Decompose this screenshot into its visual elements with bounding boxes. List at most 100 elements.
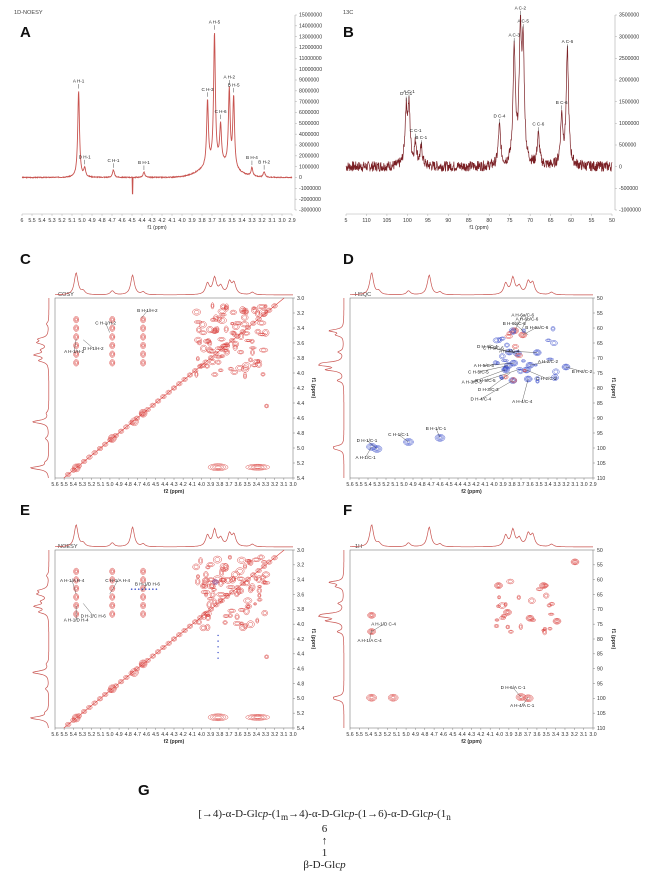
x-tick-label: 5.1 — [97, 482, 104, 488]
row-contour — [210, 714, 227, 721]
cross-peak-contour — [249, 338, 255, 344]
cross-peak-contour — [494, 618, 500, 622]
panel-b-spectrum: 3500000 3000000 2500000 2000000 1500000 10000… — [345, 5, 641, 231]
annotation-leader — [471, 369, 506, 383]
cross-peak-contour — [250, 584, 255, 590]
x-tick-label: 4.6 — [143, 482, 150, 488]
cross-peak-contour — [256, 587, 262, 594]
diagonal-contour — [103, 692, 108, 697]
diagonal-contour — [118, 428, 125, 434]
diagonal-contour — [118, 679, 125, 685]
row-contour — [207, 713, 229, 722]
cross-peak-contour — [232, 370, 237, 374]
y-tick-label: 100 — [597, 446, 606, 452]
cross-peak-contour — [255, 311, 260, 316]
cross-peak-contour — [223, 325, 229, 333]
diagonal-contour — [149, 402, 156, 408]
diagonal-contour — [271, 303, 278, 309]
cross-peak-label: B H-6b/C-6 — [503, 321, 526, 326]
x-tick-label: 85 — [466, 218, 472, 224]
x-tick-label: 4.2 — [158, 218, 165, 224]
diagonal-contour — [66, 472, 71, 476]
cross-peak-contour — [242, 563, 248, 570]
residue-d-pyranose: p — [427, 808, 434, 820]
diagonal-contour — [109, 435, 115, 441]
diagonal-contour — [108, 685, 116, 693]
x-tick-label: 4.1 — [487, 732, 494, 738]
cross-peak-contour — [494, 582, 503, 589]
y-tick-label: 55 — [597, 563, 603, 569]
cross-peak-label: C H-2/C-2 — [536, 376, 557, 381]
y-tick-label: 3000000 — [619, 34, 639, 40]
diagonal-contour — [82, 710, 87, 714]
cross-peak-contour — [506, 364, 510, 367]
cross-peak-label: B H-5/C-5 — [475, 378, 496, 383]
cross-peak-contour — [497, 595, 501, 600]
peak-label: D C-4 — [493, 113, 505, 118]
left-projection — [29, 298, 50, 479]
x-tick-label: 4.0 — [198, 732, 205, 738]
cross-peak-contour — [403, 438, 414, 446]
diagonal-contour — [103, 442, 108, 446]
cross-peak-contour — [222, 620, 228, 625]
cross-peak-contour — [243, 372, 247, 380]
y-tick-label: 12000000 — [299, 45, 322, 51]
y-tick-label: 100 — [597, 696, 606, 702]
cross-peak-contour — [205, 611, 211, 616]
residue-d: →6)-α-D-Glc — [367, 808, 428, 820]
cross-peak-contour — [495, 583, 502, 589]
x-tick-label: 3.5 — [543, 732, 550, 738]
cross-peak-label: A H-1/D C-4 — [371, 622, 396, 627]
x-tick-label: 4.7 — [108, 218, 115, 224]
diagonal-contour — [192, 368, 199, 374]
diagonal-contour — [124, 425, 129, 429]
anomeric-contour — [140, 341, 146, 350]
cross-peak-contour — [212, 329, 217, 333]
anomeric-contour — [74, 586, 78, 591]
peak-label: B H-2 — [258, 160, 270, 165]
diagonal-contour — [155, 398, 162, 404]
cross-peak-contour — [262, 560, 266, 564]
y-tick-label: 90 — [597, 416, 603, 422]
annotation-leader — [514, 323, 529, 336]
cross-peak-contour — [521, 359, 526, 363]
water-contour — [132, 670, 137, 675]
diagonal-contour — [108, 684, 117, 694]
annotation-leader — [73, 339, 77, 352]
cross-peak-contour — [391, 696, 396, 700]
annotation-leader — [83, 339, 94, 349]
cross-peak-contour — [255, 329, 260, 334]
plot-frame — [349, 297, 594, 479]
annotation-leader — [512, 687, 522, 698]
annotation-leader — [141, 310, 148, 319]
cross-peak-contour — [499, 375, 503, 379]
anomeric-contour — [74, 568, 79, 574]
cross-peak-contour — [523, 367, 530, 373]
cross-peak-contour — [222, 563, 230, 572]
panel-d-corner-label: HSQC — [355, 292, 371, 298]
anomeric-contour — [74, 317, 78, 322]
diagonal-contour — [102, 692, 109, 697]
cross-peak-contour — [206, 566, 210, 569]
cross-peak-contour — [513, 344, 518, 349]
cross-peak-contour — [562, 364, 570, 370]
cross-peak-contour — [253, 602, 257, 605]
cross-peak-contour — [501, 366, 508, 371]
cross-peak-contour — [547, 358, 553, 361]
annotation-leader — [365, 446, 372, 458]
cross-peak-label: A H-4/A C-1 — [510, 703, 535, 708]
cross-peak-contour — [233, 345, 237, 350]
diagonal-contour — [255, 568, 262, 574]
linkage-d: -(1 — [433, 808, 447, 820]
anomeric-contour — [110, 594, 115, 600]
cross-peak-contour — [524, 376, 532, 382]
y-axis-label: f1 (ppm) — [310, 629, 316, 650]
anomeric-contour — [141, 351, 146, 357]
cross-peak-label: C H-1/A H-4 — [105, 578, 130, 583]
cross-peak-contour — [209, 591, 216, 599]
cross-peak-contour — [201, 346, 206, 351]
cross-peak-contour — [553, 618, 561, 624]
diagonal-contour — [250, 320, 257, 326]
x-tick-label: 4.1 — [189, 482, 196, 488]
cross-peak-contour — [235, 614, 239, 619]
